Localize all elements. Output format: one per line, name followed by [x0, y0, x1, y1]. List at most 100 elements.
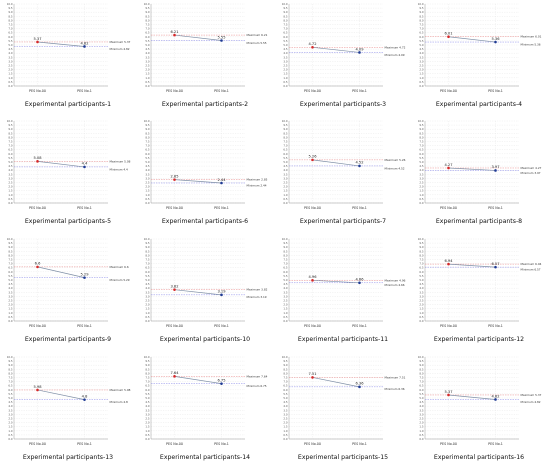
y-tick-label: 0.5: [419, 433, 423, 437]
data-label: 2.44: [217, 178, 226, 182]
max-label: Maximum 7.51: [385, 375, 406, 379]
y-tick-label: 3.0: [283, 412, 287, 416]
y-tick-label: 9.5: [419, 123, 423, 127]
y-tick-label: 3.0: [145, 412, 149, 416]
x-tick-label: PES No.00: [304, 324, 321, 328]
data-label: 5.08: [33, 156, 42, 160]
x-tick-label: PES No.00: [440, 89, 457, 93]
y-tick-label: 0.5: [145, 80, 149, 84]
y-tick-label: 0.0: [8, 437, 12, 441]
min-label: Minimum 4.82: [521, 400, 541, 404]
data-label: 2.85: [170, 174, 178, 178]
x-tick-label: PES No.1: [352, 89, 367, 93]
y-tick-label: 8.0: [419, 18, 423, 22]
y-tick-label: 1.0: [8, 429, 12, 433]
y-tick-label: 4.5: [419, 400, 423, 404]
y-tick-label: 5.0: [8, 160, 12, 164]
x-tick-label: PES No.00: [166, 324, 183, 328]
y-tick-label: 3.5: [419, 408, 423, 412]
y-tick-label: 10.0: [418, 2, 424, 6]
x-tick-label: PES No.1: [77, 324, 92, 328]
y-tick-label: 0.0: [419, 84, 423, 88]
y-tick-label: 9.5: [145, 359, 149, 363]
data-point: [447, 35, 450, 39]
y-tick-label: 3.5: [283, 290, 287, 294]
data-point: [311, 376, 314, 379]
y-tick-label: 8.5: [419, 14, 423, 18]
x-tick-label: PES No.1: [214, 89, 229, 93]
series-line: [174, 179, 222, 184]
y-tick-label: 0.5: [419, 315, 423, 319]
y-tick-label: 2.5: [283, 181, 287, 185]
y-tick-label: 5.5: [145, 392, 149, 396]
y-tick-label: 9.0: [145, 127, 149, 131]
y-tick-label: 0.0: [8, 84, 12, 88]
data-label: 3.82: [170, 284, 178, 288]
line-chart: 0.00.51.01.52.02.53.03.54.04.55.05.56.06…: [282, 119, 406, 210]
chart-panel: 0.0 0.5 1.0 1.5 2.0 2.5 3.0 3.5 4.0 4.5 5.0 5.5 6.0 6…: [277, 119, 411, 215]
y-tick-label: 3.5: [8, 172, 12, 176]
y-tick-label: 7.0: [419, 262, 423, 266]
y-tick-label: 9.5: [283, 6, 287, 10]
y-tick-label: 8.5: [419, 367, 423, 371]
y-tick-label: 6.0: [283, 388, 287, 392]
x-tick-label: PES No.00: [304, 89, 321, 93]
line-chart: 0.00.51.01.52.02.53.03.54.04.55.05.56.06…: [144, 2, 268, 93]
y-tick-label: 0.0: [8, 319, 12, 323]
chart-title: Experimental participants-13: [22, 454, 114, 461]
x-tick-label: PES No.1: [352, 206, 367, 210]
y-tick-label: 7.0: [283, 144, 287, 148]
y-tick-label: 1.5: [145, 189, 149, 193]
min-label: Minimum 5.55: [247, 41, 267, 45]
y-tick-label: 10.0: [282, 119, 288, 123]
y-tick-label: 4.5: [419, 47, 423, 51]
y-tick-label: 9.5: [145, 6, 149, 10]
y-tick-label: 4.0: [283, 168, 287, 172]
y-tick-label: 9.0: [8, 10, 12, 14]
y-tick-label: 1.5: [283, 425, 287, 429]
data-label: 6.01: [444, 32, 452, 36]
y-tick-label: 7.5: [8, 258, 12, 262]
y-tick-label: 8.0: [283, 135, 287, 139]
y-tick-label: 8.0: [283, 371, 287, 375]
series-line: [448, 167, 496, 171]
data-label: 6.36: [355, 382, 364, 386]
y-tick-label: 0.5: [419, 197, 423, 201]
y-tick-label: 10.0: [282, 355, 288, 359]
data-label: 5.37: [33, 37, 41, 41]
y-tick-label: 4.5: [8, 282, 12, 286]
y-tick-label: 6.5: [283, 266, 287, 270]
y-tick-label: 3.0: [283, 176, 287, 180]
y-tick-label: 9.0: [8, 245, 12, 249]
max-label: Maximum 4.27: [521, 166, 542, 170]
data-point: [220, 293, 223, 297]
y-tick-label: 5.0: [8, 278, 12, 282]
y-tick-label: 7.5: [145, 23, 149, 27]
chart-panel: 0.0 0.5 1.0 1.5 2.0 2.5 3.0 3.5 4.0 4.5 5.0 5.5 6.0 6…: [139, 119, 273, 215]
chart-title: Experimental participants-12: [433, 336, 525, 343]
y-tick-label: 4.0: [8, 404, 12, 408]
y-tick-label: 1.5: [419, 425, 423, 429]
y-tick-label: 3.5: [145, 408, 149, 412]
y-tick-label: 5.0: [419, 278, 423, 282]
chart-title: Experimental participants-11: [297, 336, 389, 343]
max-label: Maximum 2.85: [247, 178, 268, 182]
chart-title: Experimental participants-4: [435, 101, 523, 108]
y-tick-label: 1.0: [283, 429, 287, 433]
y-tick-label: 9.0: [283, 245, 287, 249]
y-tick-label: 3.5: [145, 290, 149, 294]
y-tick-label: 6.5: [419, 31, 423, 35]
y-tick-label: 5.0: [283, 396, 287, 400]
chart-title: Experimental participants-8: [435, 218, 523, 225]
y-tick-label: 2.5: [419, 64, 423, 68]
y-tick-label: 1.5: [283, 72, 287, 76]
max-label: Maximum 4.96: [385, 278, 406, 282]
y-tick-label: 7.5: [283, 23, 287, 27]
y-tick-label: 9.5: [8, 6, 12, 10]
x-tick-label: PES No.1: [488, 206, 503, 210]
data-label: 4.66: [355, 278, 364, 282]
x-tick-label: PES No.1: [214, 442, 229, 446]
y-tick-label: 2.0: [145, 421, 149, 425]
y-tick-label: 0.0: [419, 437, 423, 441]
